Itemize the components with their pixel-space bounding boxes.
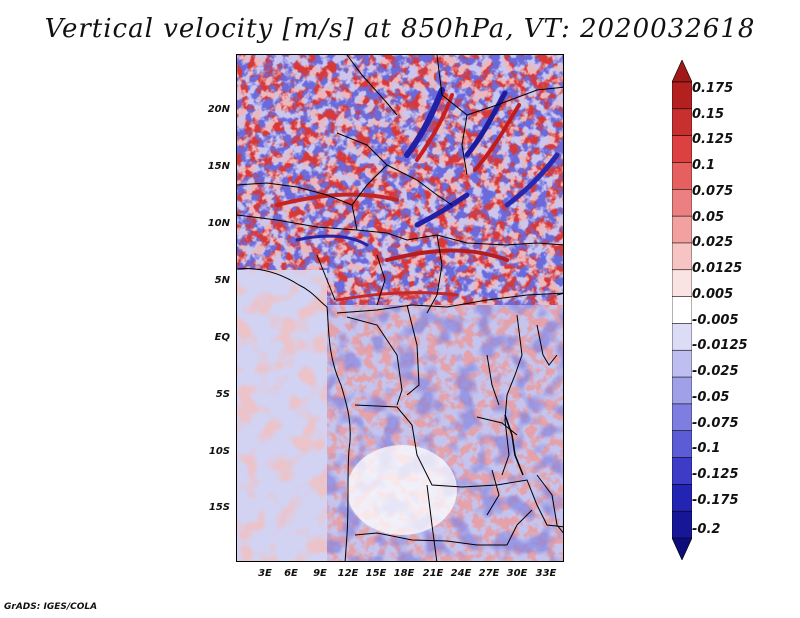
field-north-white [237,55,563,305]
colorbar-segment [672,60,692,83]
colorbar-segment [672,242,692,271]
colorbar-label: 0.175 [692,81,734,96]
colorbar-label: 0.125 [692,132,734,147]
colorbar-label: 0.15 [692,107,725,122]
lon-label-27e: 27E [478,568,500,579]
colorbar-label: -0.1 [692,441,721,456]
colorbar-segment [672,376,692,405]
colorbar-segment [672,269,692,298]
colorbar-label: -0.175 [692,493,739,508]
colorbar-label: 0.075 [692,184,734,199]
lat-label-eq: EQ [214,332,230,343]
colorbar-label: 0.05 [692,210,725,225]
colorbar-label: -0.05 [692,390,730,405]
lat-label-15s: 15S [208,502,230,513]
colorbar-segment [672,135,692,164]
lon-label-21e: 21E [422,568,444,579]
colorbar-segment [672,349,692,378]
colorbar-segment [672,108,692,137]
colorbar-label: -0.005 [692,313,739,328]
field-pale-core [347,445,457,535]
lat-label-20n: 20N [207,104,230,115]
field-ocean-pink [237,270,327,561]
lon-label-33e: 33E [535,568,557,579]
vertical-velocity-field [237,55,563,561]
velocity-streaks [275,87,560,302]
lon-label-3e: 3E [258,568,272,579]
colorbar-label: -0.2 [692,522,721,537]
field-south-blue [327,305,563,561]
lon-label-18e: 18E [393,568,415,579]
colorbar-segment [672,296,692,325]
map-title: Vertical velocity [m/s] at 850hPa, VT: 2… [44,14,756,44]
colorbar-label: 0.1 [692,158,716,173]
colorbar-segment [672,403,692,432]
colorbar-segment [672,510,692,539]
lat-label-10s: 10S [208,446,230,457]
boundaries [237,55,563,561]
colorbar-segment [672,188,692,217]
colorbar-segment [672,162,692,191]
lon-label-6e: 6E [284,568,298,579]
lat-label-15n: 15N [207,161,230,172]
lon-label-30e: 30E [506,568,528,579]
colorbar-label: -0.025 [692,364,739,379]
lon-label-24e: 24E [450,568,472,579]
colorbar-segment [672,430,692,459]
colorbar-segment [672,81,692,110]
lon-label-9e: 9E [313,568,327,579]
colorbar-segment [672,484,692,512]
map-panel[interactable] [236,54,564,562]
lat-label-5s: 5S [215,389,230,400]
lon-label-15e: 15E [365,568,387,579]
grads-credit: GrADS: IGES/COLA [4,602,98,612]
colorbar-label: 0.005 [692,287,734,302]
colorbar-segment [672,537,692,560]
colorbar-segment [672,323,692,352]
colorbar-label: -0.0125 [692,338,748,353]
colorbar-label: -0.075 [692,416,739,431]
lon-label-12e: 12E [337,568,359,579]
colorbar-label: 0.025 [692,235,734,250]
colorbar-segment [672,215,692,244]
colorbar-segment [672,457,692,486]
lat-label-10n: 10N [207,218,230,229]
colorbar [672,60,692,560]
coastline [237,268,351,561]
lat-label-5n: 5N [214,275,230,286]
colorbar-label: -0.125 [692,467,739,482]
colorbar-label: 0.0125 [692,261,743,276]
